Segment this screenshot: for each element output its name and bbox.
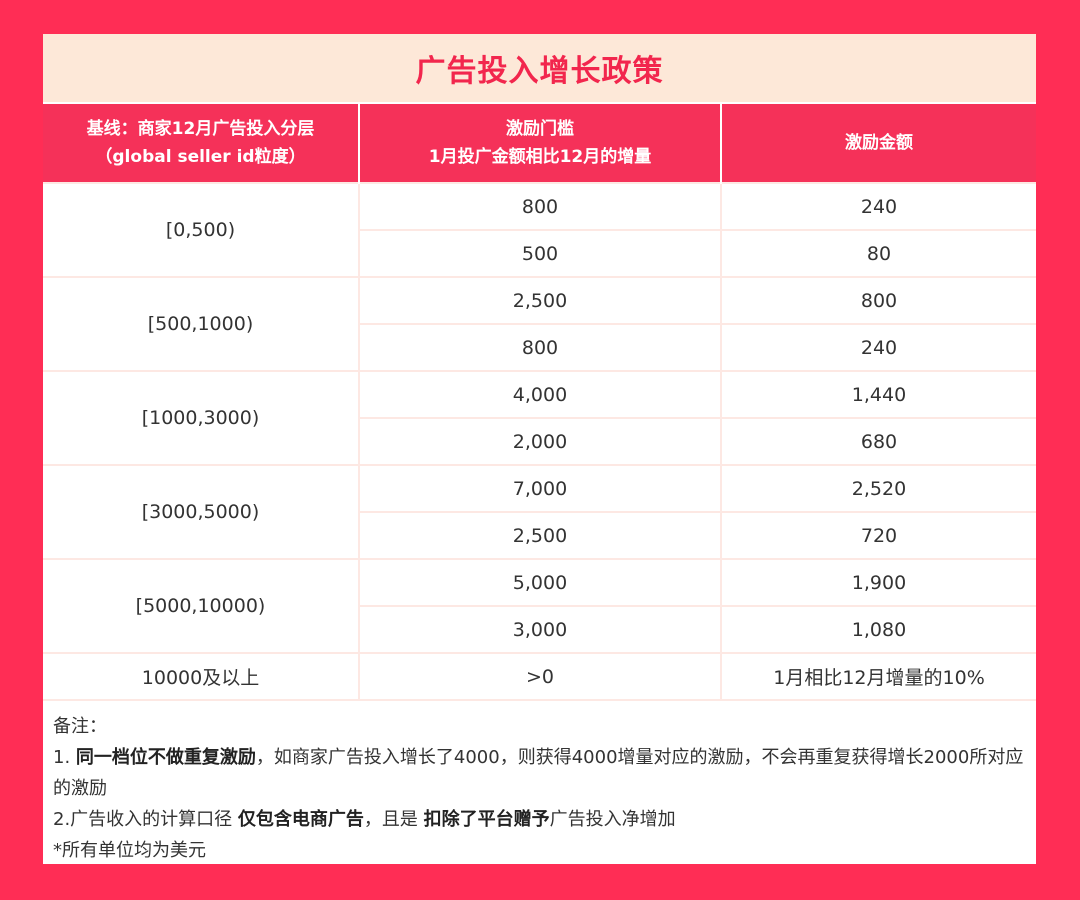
policy-card: 广告投入增长政策 基线：商家12月广告投入分层 （global seller i… <box>43 34 1036 864</box>
threshold-cell: 7,000 <box>358 464 722 513</box>
note-2-mid: ，且是 <box>363 809 424 830</box>
amount-cell: 80 <box>720 229 1036 278</box>
amount-cell: 240 <box>720 323 1036 372</box>
table-row: 800 240 <box>43 323 1036 372</box>
amount-cell: 800 <box>720 276 1036 325</box>
notes-section: 备注： 1. 同一档位不做重复激励，如商家广告投入增长了4000，则获得4000… <box>43 701 1036 866</box>
note-2-bold-1: 仅包含电商广告 <box>237 809 364 830</box>
policy-table: 基线：商家12月广告投入分层 （global seller id粒度） 激励门槛… <box>43 102 1036 701</box>
table-row: 2,500 720 <box>43 511 1036 560</box>
note-1-rest: ，如商家广告投入增长了4000，则获得4000增量对应的激励，不会再重复获得增长… <box>53 747 1024 799</box>
tier-label: [0,500) <box>43 182 360 278</box>
amount-cell: 1,080 <box>720 605 1036 654</box>
amount-cell: 1,440 <box>720 370 1036 419</box>
amount-cell: 680 <box>720 417 1036 466</box>
note-1-prefix: 1. <box>53 747 76 768</box>
threshold-cell: 2,500 <box>359 511 722 560</box>
table-row: 10000及以上 >0 1月相比12月增量的10% <box>43 652 1036 701</box>
header-threshold-line2: 1月投广金额相比12月的增量 <box>428 147 652 167</box>
threshold-cell: 3,000 <box>359 605 722 654</box>
tier-label: [3000,5000) <box>43 464 360 560</box>
table-row: 2,000 680 <box>43 417 1036 466</box>
threshold-cell: 2,500 <box>358 276 722 325</box>
table-row: 3,000 1,080 <box>43 605 1036 654</box>
amount-cell: 720 <box>720 511 1036 560</box>
threshold-cell: 500 <box>359 229 722 278</box>
header-threshold: 激励门槛 1月投广金额相比12月的增量 <box>359 102 722 183</box>
threshold-cell: 5,000 <box>358 558 722 607</box>
threshold-cell: >0 <box>358 652 722 701</box>
header-baseline: 基线：商家12月广告投入分层 （global seller id粒度） <box>43 102 360 183</box>
note-2-prefix: 2.广告收入的计算口径 <box>53 809 238 830</box>
threshold-cell: 2,000 <box>359 417 722 466</box>
note-2-rest: 广告投入净增加 <box>549 809 676 830</box>
tier-label: 10000及以上 <box>43 652 360 701</box>
header-row: 基线：商家12月广告投入分层 （global seller id粒度） 激励门槛… <box>43 102 1036 183</box>
table-row: 500 80 <box>43 229 1036 278</box>
table-row: [5000,10000) 5,000 1,900 <box>43 558 1036 654</box>
table-row: [0,500) 800 240 <box>43 182 1036 278</box>
amount-cell: 1月相比12月增量的10% <box>720 652 1036 701</box>
threshold-cell: 4,000 <box>358 370 722 419</box>
tier-label: [5000,10000) <box>43 558 360 654</box>
table-row: [500,1000) 2,500 800 <box>43 276 1036 372</box>
header-amount-line1: 激励金额 <box>845 133 913 153</box>
table-row: [1000,3000) 4,000 1,440 <box>43 370 1036 466</box>
note-3: *所有单位均为美元 <box>53 840 206 861</box>
notes-heading: 备注： <box>53 716 107 737</box>
amount-cell: 1,900 <box>720 558 1036 607</box>
amount-cell: 2,520 <box>720 464 1036 513</box>
threshold-cell: 800 <box>359 323 722 372</box>
amount-cell: 240 <box>720 182 1036 231</box>
table-row: [3000,5000) 7,000 2,520 <box>43 464 1036 560</box>
tier-label: [1000,3000) <box>43 370 360 466</box>
tier-label: [500,1000) <box>43 276 360 372</box>
header-amount: 激励金额 <box>721 102 1036 183</box>
note-1-bold: 同一档位不做重复激励 <box>75 747 256 768</box>
page-title: 广告投入增长政策 <box>415 54 664 89</box>
note-2-bold-2: 扣除了平台赠予 <box>423 809 550 830</box>
threshold-cell: 800 <box>358 182 722 231</box>
title-band: 广告投入增长政策 <box>43 34 1036 102</box>
header-baseline-line1: 基线：商家12月广告投入分层 <box>86 119 315 139</box>
header-baseline-line2: （global seller id粒度） <box>95 147 306 167</box>
note-1: 1. 同一档位不做重复激励，如商家广告投入增长了4000，则获得4000增量对应… <box>53 742 1026 804</box>
note-2: 2.广告收入的计算口径 仅包含电商广告，且是 扣除了平台赠予广告投入净增加 <box>53 804 1026 835</box>
header-threshold-line1: 激励门槛 <box>506 119 574 139</box>
